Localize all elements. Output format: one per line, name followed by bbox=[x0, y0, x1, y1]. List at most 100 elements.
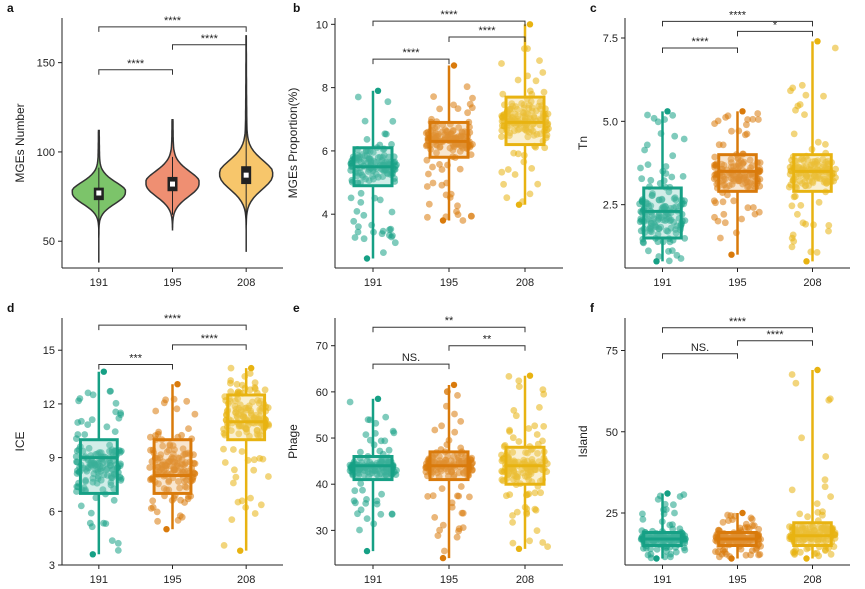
data-point bbox=[114, 539, 122, 547]
data-point bbox=[500, 180, 507, 188]
data-point bbox=[533, 431, 541, 438]
data-point bbox=[666, 217, 674, 225]
data-point bbox=[509, 434, 517, 442]
data-point bbox=[639, 510, 646, 518]
data-point bbox=[250, 466, 258, 474]
outlier-points bbox=[363, 87, 382, 262]
bracket-line bbox=[98, 364, 173, 370]
data-point bbox=[810, 221, 817, 229]
data-point bbox=[117, 460, 124, 468]
group-195 bbox=[146, 381, 199, 533]
outlier-points bbox=[515, 372, 534, 552]
data-point bbox=[526, 537, 533, 545]
box bbox=[428, 120, 470, 159]
y-axis-label: Phage bbox=[286, 424, 300, 459]
data-point bbox=[246, 370, 254, 377]
x-tick-label: 191 bbox=[90, 277, 108, 289]
data-point bbox=[88, 523, 96, 531]
data-point bbox=[460, 469, 467, 477]
data-point bbox=[522, 449, 529, 456]
data-point bbox=[644, 111, 651, 119]
data-point bbox=[670, 501, 677, 509]
outlier-point bbox=[653, 555, 660, 562]
data-point bbox=[749, 162, 756, 170]
data-point bbox=[429, 179, 437, 187]
box bbox=[642, 186, 683, 240]
group-208 bbox=[786, 366, 839, 562]
group-208 bbox=[498, 372, 551, 552]
data-point bbox=[788, 486, 796, 494]
data-point bbox=[801, 535, 809, 543]
group-191 bbox=[72, 368, 125, 558]
data-point bbox=[372, 159, 380, 166]
data-point bbox=[455, 525, 463, 533]
data-point bbox=[356, 526, 363, 534]
data-point bbox=[112, 399, 120, 407]
x-tick-label: 208 bbox=[803, 277, 821, 289]
data-point bbox=[636, 218, 644, 226]
data-point bbox=[656, 492, 664, 500]
data-point bbox=[388, 141, 395, 148]
outlier-point bbox=[163, 526, 170, 533]
data-point bbox=[515, 383, 523, 390]
data-point bbox=[363, 496, 370, 503]
data-point bbox=[358, 459, 365, 466]
data-point bbox=[747, 514, 755, 522]
data-point bbox=[363, 515, 371, 522]
data-point bbox=[809, 178, 816, 186]
data-point bbox=[235, 430, 243, 438]
data-point bbox=[103, 423, 111, 431]
data-point bbox=[165, 458, 173, 466]
x-tick-label: 195 bbox=[163, 277, 181, 289]
data-point bbox=[152, 407, 160, 415]
bracket-line bbox=[98, 69, 173, 75]
data-point bbox=[469, 94, 476, 102]
data-point bbox=[798, 81, 806, 89]
data-point bbox=[814, 509, 822, 516]
data-point bbox=[468, 467, 476, 474]
data-point bbox=[534, 450, 541, 457]
data-point bbox=[249, 398, 256, 406]
data-point bbox=[351, 234, 359, 241]
data-point bbox=[107, 479, 115, 486]
data-point bbox=[727, 155, 735, 163]
box bbox=[792, 521, 833, 547]
data-point bbox=[711, 120, 718, 127]
data-point bbox=[785, 183, 793, 191]
data-point bbox=[721, 219, 729, 227]
data-point bbox=[159, 442, 167, 450]
x-tick-label: 195 bbox=[440, 277, 458, 289]
data-point bbox=[526, 190, 534, 198]
data-point bbox=[799, 155, 806, 162]
data-point bbox=[755, 525, 763, 533]
panel-a: a 50 100 150 MGEs Number 191 195 208 **** **** ***… bbox=[7, 1, 283, 289]
data-point bbox=[365, 155, 373, 163]
data-point bbox=[350, 217, 358, 225]
group-208 bbox=[498, 21, 552, 208]
data-point bbox=[796, 101, 804, 108]
data-point bbox=[354, 510, 361, 518]
outlier-point bbox=[739, 509, 746, 517]
data-point bbox=[719, 173, 727, 180]
data-point bbox=[233, 380, 241, 388]
data-point bbox=[814, 161, 822, 169]
data-point bbox=[823, 179, 830, 187]
data-point bbox=[251, 385, 259, 393]
data-point bbox=[466, 493, 473, 501]
data-point bbox=[523, 127, 531, 135]
data-point bbox=[373, 497, 381, 505]
data-point bbox=[662, 170, 670, 177]
data-point bbox=[460, 132, 467, 140]
data-point bbox=[824, 528, 831, 535]
data-point bbox=[498, 133, 505, 141]
data-point bbox=[788, 371, 796, 378]
y-tick-label: 8 bbox=[322, 83, 328, 95]
data-point bbox=[756, 182, 764, 190]
data-point bbox=[749, 522, 756, 529]
data-point bbox=[227, 379, 234, 387]
data-point bbox=[247, 494, 254, 502]
data-point bbox=[227, 364, 235, 372]
outlier-points bbox=[653, 108, 671, 265]
panel-b: b 4 6 8 10 MGEs Proportion(%) 191 195 208 **** ***… bbox=[286, 1, 563, 289]
significance-label: **** bbox=[691, 36, 709, 48]
